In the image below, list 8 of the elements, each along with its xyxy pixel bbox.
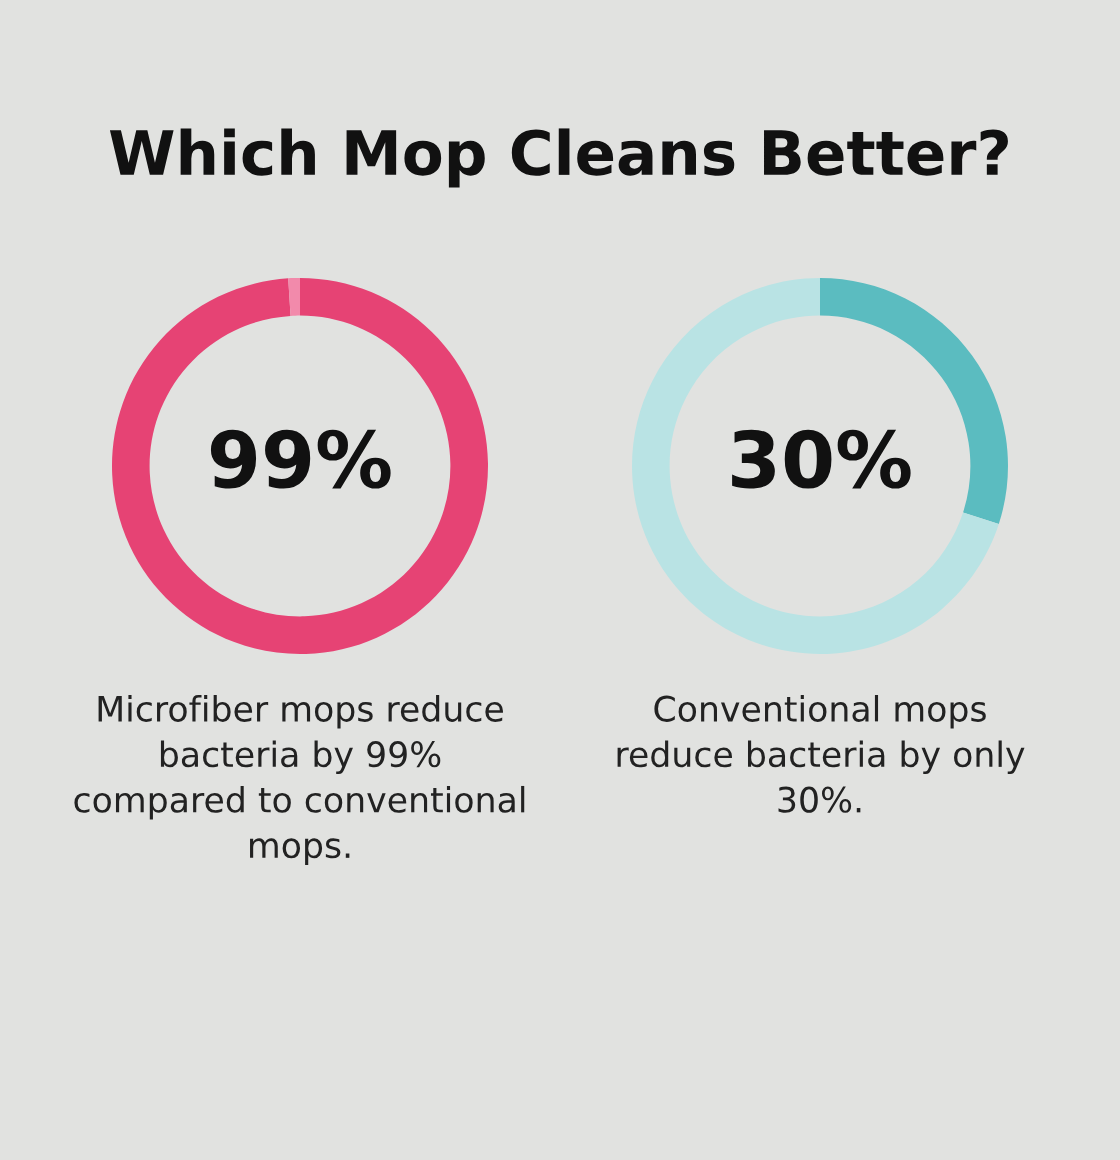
donut-slice: [112, 278, 488, 654]
donut-slice: [288, 278, 300, 316]
data-label: 30%: [732, 429, 911, 489]
data-label: 99%: [210, 429, 391, 489]
chart-title: Which Mop Cleans Better?: [109, 128, 1008, 188]
donut-slice: [632, 278, 999, 654]
text: Conventional mops reduce bacteria by only 30%.: [617, 695, 1025, 813]
text: Microfiber mops reduce bacteria by 99% compared to conventional mops.: [74, 695, 525, 866]
